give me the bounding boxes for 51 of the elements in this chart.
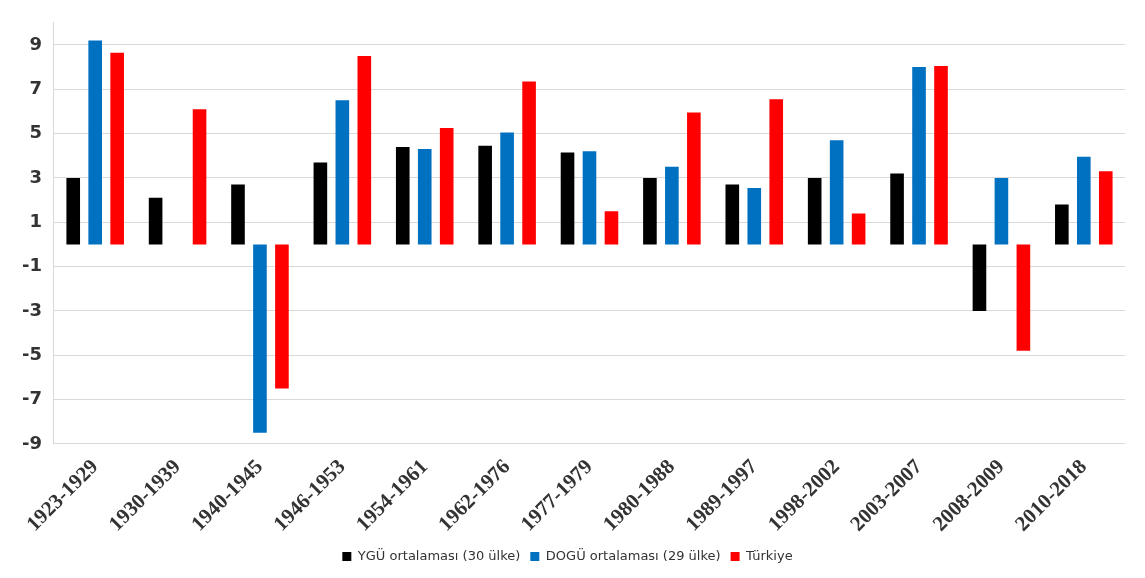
- y-tick-label: 3: [29, 165, 42, 187]
- bar: [1077, 156, 1091, 245]
- y-tick-label: 1: [29, 209, 42, 231]
- y-tick-label: -3: [22, 298, 42, 320]
- bar: [890, 173, 904, 245]
- y-tick-label: -1: [22, 254, 42, 276]
- legend-label: Türkiye: [745, 547, 793, 563]
- bar: [769, 99, 784, 245]
- bar: [851, 213, 866, 245]
- bar: [148, 197, 163, 245]
- bar: [665, 166, 679, 245]
- bar: [478, 145, 492, 245]
- bar: [417, 149, 432, 245]
- bar: [335, 100, 350, 245]
- bar: [192, 109, 207, 245]
- bar: [313, 162, 328, 245]
- bar: [994, 177, 1009, 245]
- bar: [560, 152, 575, 245]
- y-tick-label: 7: [29, 76, 42, 98]
- y-tick-label: -9: [22, 431, 42, 453]
- y-tick-label: 9: [29, 32, 42, 54]
- bar: [253, 244, 267, 433]
- bar: [500, 132, 514, 245]
- legend-label: DOGÜ ortalaması (29 ülke): [545, 546, 721, 563]
- bar: [725, 184, 740, 245]
- bar: [110, 52, 124, 245]
- bar: [1016, 244, 1031, 351]
- bar: [88, 40, 102, 245]
- bar: [604, 211, 619, 245]
- bar: [522, 81, 536, 245]
- bar: [807, 177, 822, 245]
- bar: [1055, 204, 1069, 245]
- y-tick-label: -7: [22, 387, 42, 409]
- bar: [395, 146, 410, 245]
- bar: [912, 67, 926, 245]
- bar: [829, 140, 844, 245]
- bar: [972, 244, 987, 311]
- bar: [231, 184, 245, 245]
- bar: [934, 66, 948, 245]
- bar: [643, 177, 657, 245]
- bar: [687, 112, 701, 245]
- bar: [1098, 171, 1113, 245]
- bar: [66, 177, 81, 245]
- legend-label: YGÜ ortalaması (30 ülke): [356, 546, 521, 563]
- bar: [582, 151, 597, 245]
- y-tick-label: -5: [22, 342, 42, 364]
- bar: [357, 56, 372, 245]
- y-tick-label: 5: [29, 121, 42, 143]
- bar: [747, 187, 762, 245]
- bar: [275, 244, 289, 389]
- bar: [439, 128, 454, 245]
